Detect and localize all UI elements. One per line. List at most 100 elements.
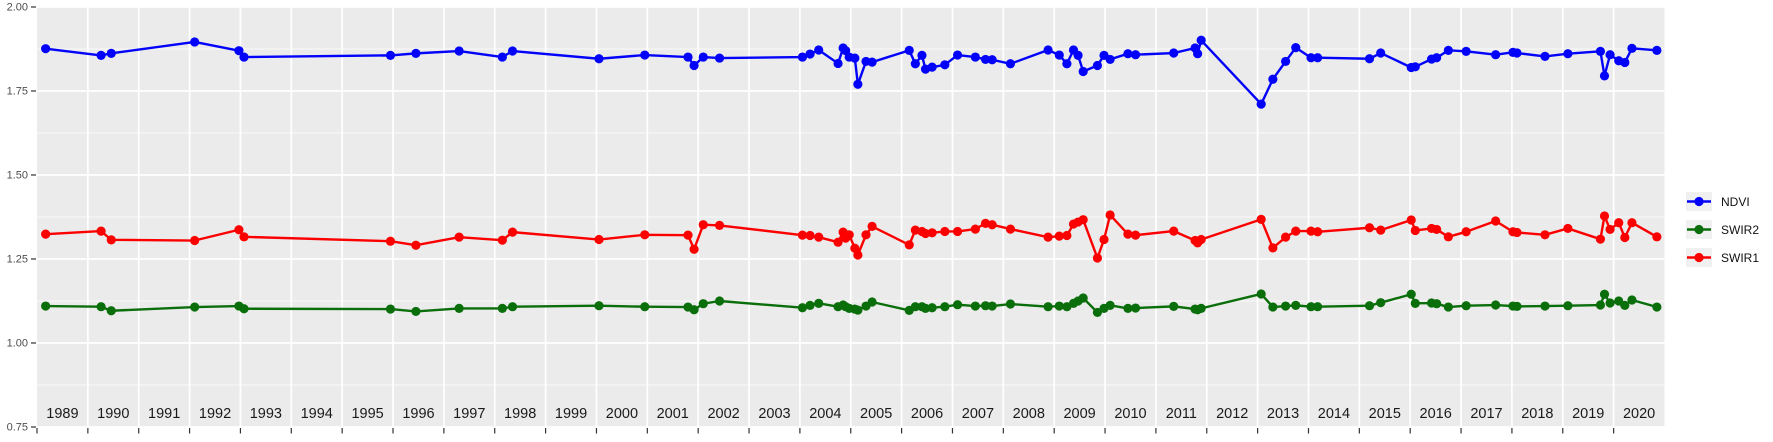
line-point-glyph-icon xyxy=(1687,224,1711,235)
data-point-swir2 xyxy=(698,299,708,309)
data-point-swir2 xyxy=(1652,302,1662,312)
year-label: 1994 xyxy=(301,406,333,422)
data-point-swir2 xyxy=(1268,302,1278,312)
year-label: 1989 xyxy=(46,406,78,422)
data-point-ndvi xyxy=(1376,48,1386,58)
data-point-swir1 xyxy=(41,229,51,239)
data-point-swir1 xyxy=(1443,232,1453,242)
data-point-ndvi xyxy=(698,52,708,62)
year-label: 2007 xyxy=(962,406,994,422)
data-point-swir2 xyxy=(1256,289,1266,299)
year-label: 2009 xyxy=(1063,406,1095,422)
data-point-ndvi xyxy=(1540,51,1550,61)
data-point-ndvi xyxy=(1073,50,1083,60)
data-point-ndvi xyxy=(190,37,200,47)
data-point-swir2 xyxy=(190,302,200,312)
data-point-swir1 xyxy=(1196,234,1206,245)
data-point-ndvi xyxy=(1256,99,1266,109)
data-point-swir2 xyxy=(106,306,116,316)
year-label: 2014 xyxy=(1318,406,1350,422)
legend-label-swir2: SWIR2 xyxy=(1721,222,1760,237)
data-point-ndvi xyxy=(1169,48,1179,58)
year-label: 1991 xyxy=(148,406,180,422)
data-point-swir1 xyxy=(1280,232,1291,242)
data-point-ndvi xyxy=(1268,74,1278,84)
data-point-swir1 xyxy=(1410,225,1420,236)
data-point-ndvi xyxy=(910,59,920,69)
legend-label-swir1: SWIR1 xyxy=(1721,250,1760,265)
data-point-swir1 xyxy=(853,250,863,260)
data-point-swir1 xyxy=(1078,215,1088,225)
data-point-swir1 xyxy=(1461,227,1471,237)
data-point-ndvi xyxy=(96,50,106,60)
data-point-swir1 xyxy=(805,230,815,241)
data-point-swir1 xyxy=(1364,223,1375,233)
data-point-swir2 xyxy=(1005,299,1016,309)
year-label: 2012 xyxy=(1216,406,1248,422)
line-point-glyph-icon xyxy=(1687,252,1711,263)
data-point-swir1 xyxy=(698,220,708,230)
data-point-swir2 xyxy=(1620,300,1630,310)
data-point-swir2 xyxy=(1313,302,1323,312)
data-point-swir2 xyxy=(1123,303,1133,313)
data-point-ndvi xyxy=(1280,56,1291,67)
y-axis-label: 1.25 xyxy=(7,254,28,266)
data-point-swir2 xyxy=(952,300,963,310)
data-point-swir2 xyxy=(867,297,877,307)
data-point-swir1 xyxy=(714,220,725,230)
year-label: 2004 xyxy=(809,406,841,422)
data-point-ndvi xyxy=(1563,49,1573,59)
year-label: 1990 xyxy=(97,406,129,422)
year-label: 2006 xyxy=(911,406,943,422)
data-point-swir1 xyxy=(1432,224,1442,235)
data-point-ndvi xyxy=(1461,46,1471,56)
legend-item-ndvi: NDVI xyxy=(1686,192,1759,211)
data-point-swir2 xyxy=(1461,301,1471,311)
data-point-swir1 xyxy=(1540,230,1550,240)
data-point-swir2 xyxy=(1627,295,1637,305)
year-label: 2003 xyxy=(758,406,790,422)
data-point-swir1 xyxy=(1005,224,1016,234)
data-point-swir1 xyxy=(239,232,249,242)
data-point-ndvi xyxy=(411,48,421,58)
data-point-ndvi xyxy=(594,54,604,64)
data-point-ndvi xyxy=(1652,45,1662,55)
data-point-swir1 xyxy=(234,225,244,235)
y-axis: 0.75 1.00 1.25 1.50 1.75 2.00 xyxy=(7,2,36,434)
data-point-ndvi xyxy=(106,48,116,58)
data-point-swir2 xyxy=(1540,301,1550,311)
data-point-ndvi xyxy=(1620,57,1630,68)
data-point-swir2 xyxy=(797,303,808,313)
data-point-swir1 xyxy=(689,244,699,254)
data-point-ndvi xyxy=(927,62,937,72)
data-point-swir2 xyxy=(1406,289,1416,299)
data-point-ndvi xyxy=(239,52,249,62)
year-label: 2001 xyxy=(657,406,689,422)
data-point-ndvi xyxy=(454,46,464,56)
data-point-swir2 xyxy=(1443,302,1453,312)
legend-label-ndvi: NDVI xyxy=(1721,194,1750,209)
data-point-swir1 xyxy=(1256,214,1266,224)
data-point-swir2 xyxy=(507,302,518,312)
data-point-swir2 xyxy=(987,301,997,311)
data-point-swir1 xyxy=(594,234,604,245)
data-point-swir2 xyxy=(1280,301,1291,311)
data-point-swir2 xyxy=(689,305,699,315)
data-point-swir2 xyxy=(1092,307,1103,318)
data-point-swir2 xyxy=(814,298,824,308)
data-point-swir1 xyxy=(454,232,464,242)
data-point-swir1 xyxy=(904,240,914,250)
gridlines-x-major xyxy=(87,7,1615,427)
data-point-swir2 xyxy=(454,303,464,313)
year-label: 1998 xyxy=(504,406,536,422)
data-point-swir1 xyxy=(1652,232,1662,242)
data-point-swir1 xyxy=(1092,253,1103,263)
data-point-ndvi xyxy=(234,46,244,56)
data-point-swir1 xyxy=(1599,211,1610,221)
data-point-ndvi xyxy=(970,52,980,62)
data-point-swir2 xyxy=(497,303,507,313)
data-point-swir2 xyxy=(910,302,920,312)
data-point-swir2 xyxy=(1306,302,1316,312)
data-point-swir1 xyxy=(96,226,106,236)
